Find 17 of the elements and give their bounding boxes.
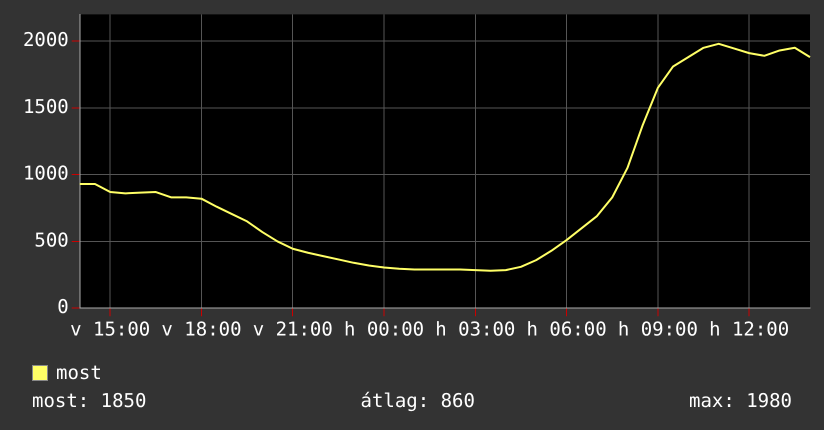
text: átlag: 860 [360, 390, 475, 412]
y-tick-label: 0 [57, 296, 69, 318]
y-tick-label: 2000 [22, 29, 69, 52]
text: most: 1850 [32, 390, 146, 412]
x-tick-label: h 09:00 [618, 318, 698, 341]
legend-label: most [56, 362, 102, 384]
x-tick-label: v 15:00 [70, 318, 150, 341]
y-tick-label: 1500 [22, 96, 69, 118]
x-tick-label: h 06:00 [526, 318, 607, 341]
text: max: 1980 [689, 390, 792, 412]
x-tick-label: h 12:00 [709, 318, 790, 341]
y-tick-label: 1000 [22, 162, 69, 185]
x-tick-label: h 03:00 [435, 318, 516, 341]
y-tick-label: 500 [34, 229, 69, 252]
x-tick-label: v 18:00 [161, 318, 242, 341]
x-tick-label: v 21:00 [252, 318, 333, 341]
x-tick-label: h 00:00 [344, 318, 424, 341]
